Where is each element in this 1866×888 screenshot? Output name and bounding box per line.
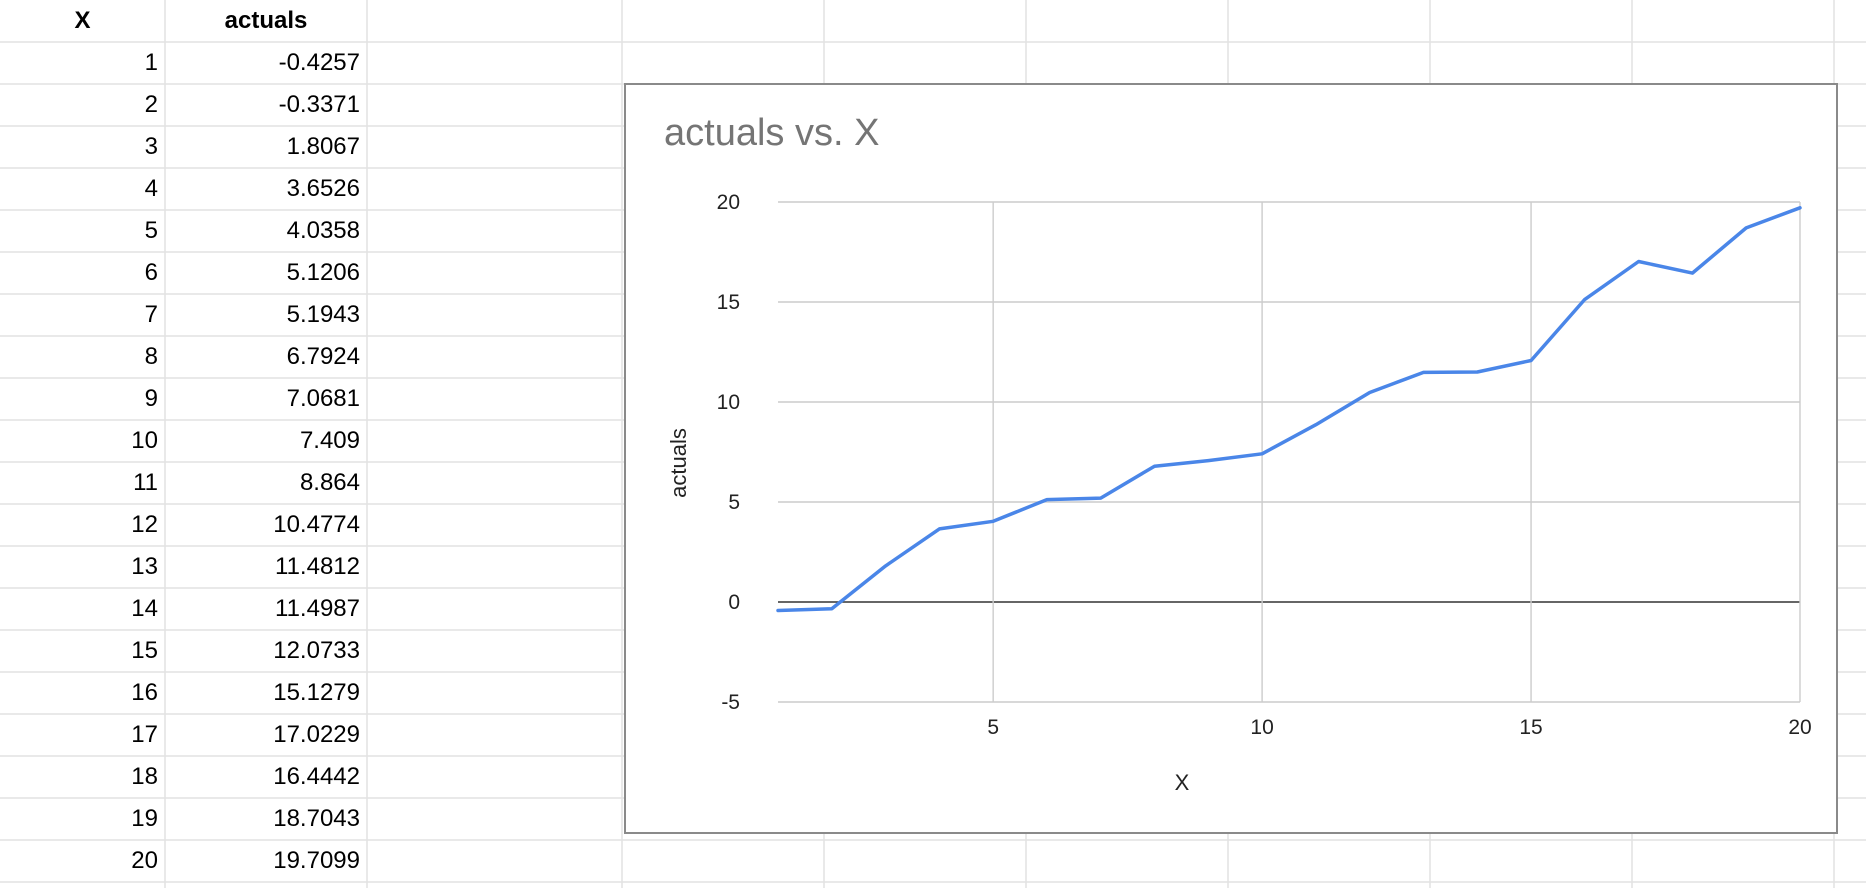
cell-actuals[interactable]: 7.409 — [299, 427, 360, 454]
cell-x[interactable]: 2 — [144, 91, 158, 118]
y-tick-label: 15 — [717, 291, 740, 314]
cell-x[interactable]: 16 — [131, 679, 158, 706]
cell-actuals[interactable]: 11.4987 — [275, 595, 360, 622]
cell-actuals[interactable]: -0.3371 — [278, 91, 360, 118]
x-tick-label: 15 — [1519, 716, 1542, 739]
chart-title: actuals vs. X — [664, 112, 879, 154]
header-actuals[interactable]: actuals — [224, 7, 308, 34]
cell-x[interactable]: 3 — [144, 133, 158, 160]
cell-x[interactable]: 18 — [131, 763, 158, 790]
cell-x[interactable]: 8 — [144, 343, 158, 370]
cell-actuals[interactable]: 5.1206 — [286, 259, 360, 286]
cell-actuals[interactable]: 12.0733 — [273, 637, 360, 664]
chart-svg: actuals vs. X -5 0 5 10 15 20 5 10 15 20 X actual… — [664, 112, 1812, 795]
cell-x[interactable]: 19 — [131, 805, 158, 832]
x-tick-label: 5 — [987, 716, 999, 739]
cell-x[interactable]: 9 — [144, 385, 158, 412]
cell-x[interactable]: 11 — [133, 469, 158, 496]
y-tick-label: 0 — [728, 591, 740, 614]
cell-actuals[interactable]: 16.4442 — [273, 763, 360, 790]
cell-actuals[interactable]: 10.4774 — [273, 511, 360, 538]
cell-actuals[interactable]: 11.4812 — [275, 553, 360, 580]
chart-series — [776, 206, 1802, 613]
cell-x[interactable]: 12 — [131, 511, 158, 538]
cell-actuals[interactable]: 8.864 — [299, 469, 360, 496]
cell-actuals[interactable]: 7.0681 — [286, 385, 360, 412]
y-axis-label: actuals — [666, 428, 691, 498]
x-tick-label: 20 — [1788, 716, 1811, 739]
y-tick-label: 5 — [728, 491, 740, 514]
cell-actuals[interactable]: 18.7043 — [273, 805, 360, 832]
y-tick-label: 20 — [717, 191, 740, 214]
x-tick-label: 10 — [1250, 716, 1273, 739]
chart-gridlines — [778, 201, 1801, 703]
chart[interactable]: actuals vs. X -5 0 5 10 15 20 5 10 15 20 X actual… — [624, 83, 1838, 834]
x-axis-label: X — [1175, 770, 1190, 795]
cell-x[interactable]: 10 — [131, 427, 158, 454]
cell-x[interactable]: 14 — [131, 595, 158, 622]
cell-x[interactable]: 15 — [131, 637, 158, 664]
cell-x[interactable]: 17 — [131, 721, 158, 748]
cell-actuals[interactable]: 5.1943 — [286, 301, 360, 328]
cell-x[interactable]: 13 — [131, 553, 158, 580]
cell-actuals[interactable]: -0.4257 — [278, 49, 360, 76]
cell-x[interactable]: 1 — [144, 49, 158, 76]
chart-ticks: -5 0 5 10 15 20 5 10 15 20 — [717, 191, 1812, 739]
cell-actuals[interactable]: 19.7099 — [273, 847, 360, 874]
cell-actuals[interactable]: 6.7924 — [286, 343, 360, 370]
cell-x[interactable]: 5 — [144, 217, 158, 244]
cell-x[interactable]: 6 — [144, 259, 158, 286]
cell-actuals[interactable]: 3.6526 — [286, 175, 360, 202]
cell-actuals[interactable]: 17.0229 — [273, 721, 360, 748]
series-line — [776, 206, 1802, 613]
header-x[interactable]: X — [74, 7, 91, 34]
cell-x[interactable]: 4 — [144, 175, 158, 202]
y-tick-label: -5 — [721, 691, 740, 714]
cell-x[interactable]: 7 — [144, 301, 158, 328]
cell-x[interactable]: 20 — [131, 847, 158, 874]
cell-actuals[interactable]: 1.8067 — [286, 133, 360, 160]
cell-actuals[interactable]: 15.1279 — [273, 679, 360, 706]
y-tick-label: 10 — [717, 391, 740, 414]
cell-actuals[interactable]: 4.0358 — [286, 217, 360, 244]
